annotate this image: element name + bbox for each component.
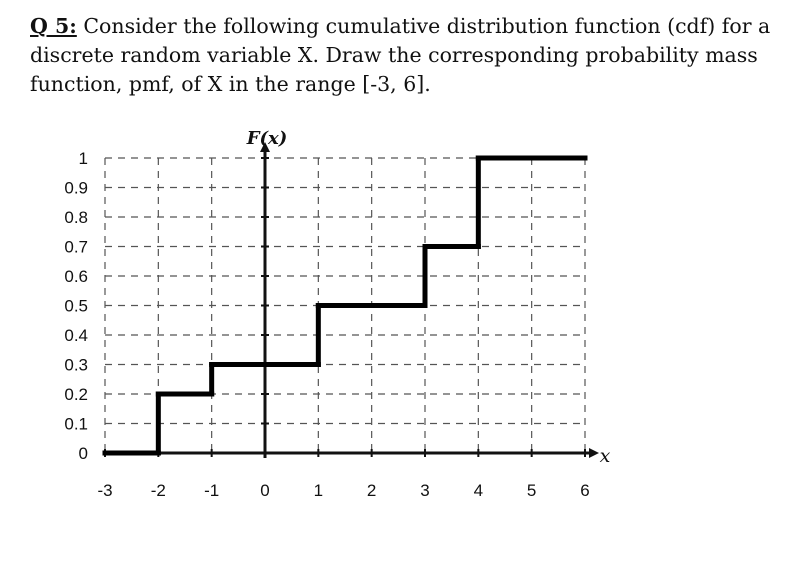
question-line-1: Consider the following cumulative distri… bbox=[76, 14, 771, 38]
x-tick-label: 2 bbox=[367, 481, 376, 500]
question-line-2: discrete random variable X. Draw the cor… bbox=[30, 43, 758, 67]
question-number: Q 5: bbox=[30, 14, 77, 38]
y-tick-label: 0.3 bbox=[64, 356, 88, 375]
y-tick-label: 0.9 bbox=[64, 179, 88, 198]
x-tick-label: -2 bbox=[151, 481, 166, 500]
y-axis-label: F(x) bbox=[246, 128, 288, 149]
y-tick-label: 0.7 bbox=[64, 238, 88, 257]
y-tick-label: 1 bbox=[79, 149, 88, 168]
x-tick-label: 6 bbox=[580, 481, 589, 500]
y-tick-label: 0.1 bbox=[64, 415, 88, 434]
x-tick-label: -3 bbox=[97, 481, 112, 500]
question-line-3: function, pmf, of X in the range [-3, 6]… bbox=[30, 72, 431, 96]
x-tick-label: 4 bbox=[474, 481, 483, 500]
question-text: Q 5: Consider the following cumulative d… bbox=[30, 12, 790, 99]
x-axis-arrow bbox=[589, 448, 599, 458]
x-tick-label: 5 bbox=[527, 481, 536, 500]
cdf-steps bbox=[102, 155, 588, 456]
y-axis-arrow bbox=[260, 142, 270, 152]
x-axis-label: x bbox=[600, 445, 611, 467]
y-tick-label: 0.8 bbox=[64, 208, 88, 227]
y-tick-label: 0.4 bbox=[64, 326, 88, 345]
x-tick-label: 0 bbox=[260, 481, 269, 500]
y-tick-label: 0.5 bbox=[64, 297, 88, 316]
x-tick-label: 3 bbox=[420, 481, 429, 500]
x-tick-label: 1 bbox=[314, 481, 323, 500]
y-tick-label: 0 bbox=[79, 444, 88, 463]
y-tick-label: 0.2 bbox=[64, 385, 88, 404]
x-tick-label: -1 bbox=[204, 481, 219, 500]
y-tick-label: 0.6 bbox=[64, 267, 88, 286]
